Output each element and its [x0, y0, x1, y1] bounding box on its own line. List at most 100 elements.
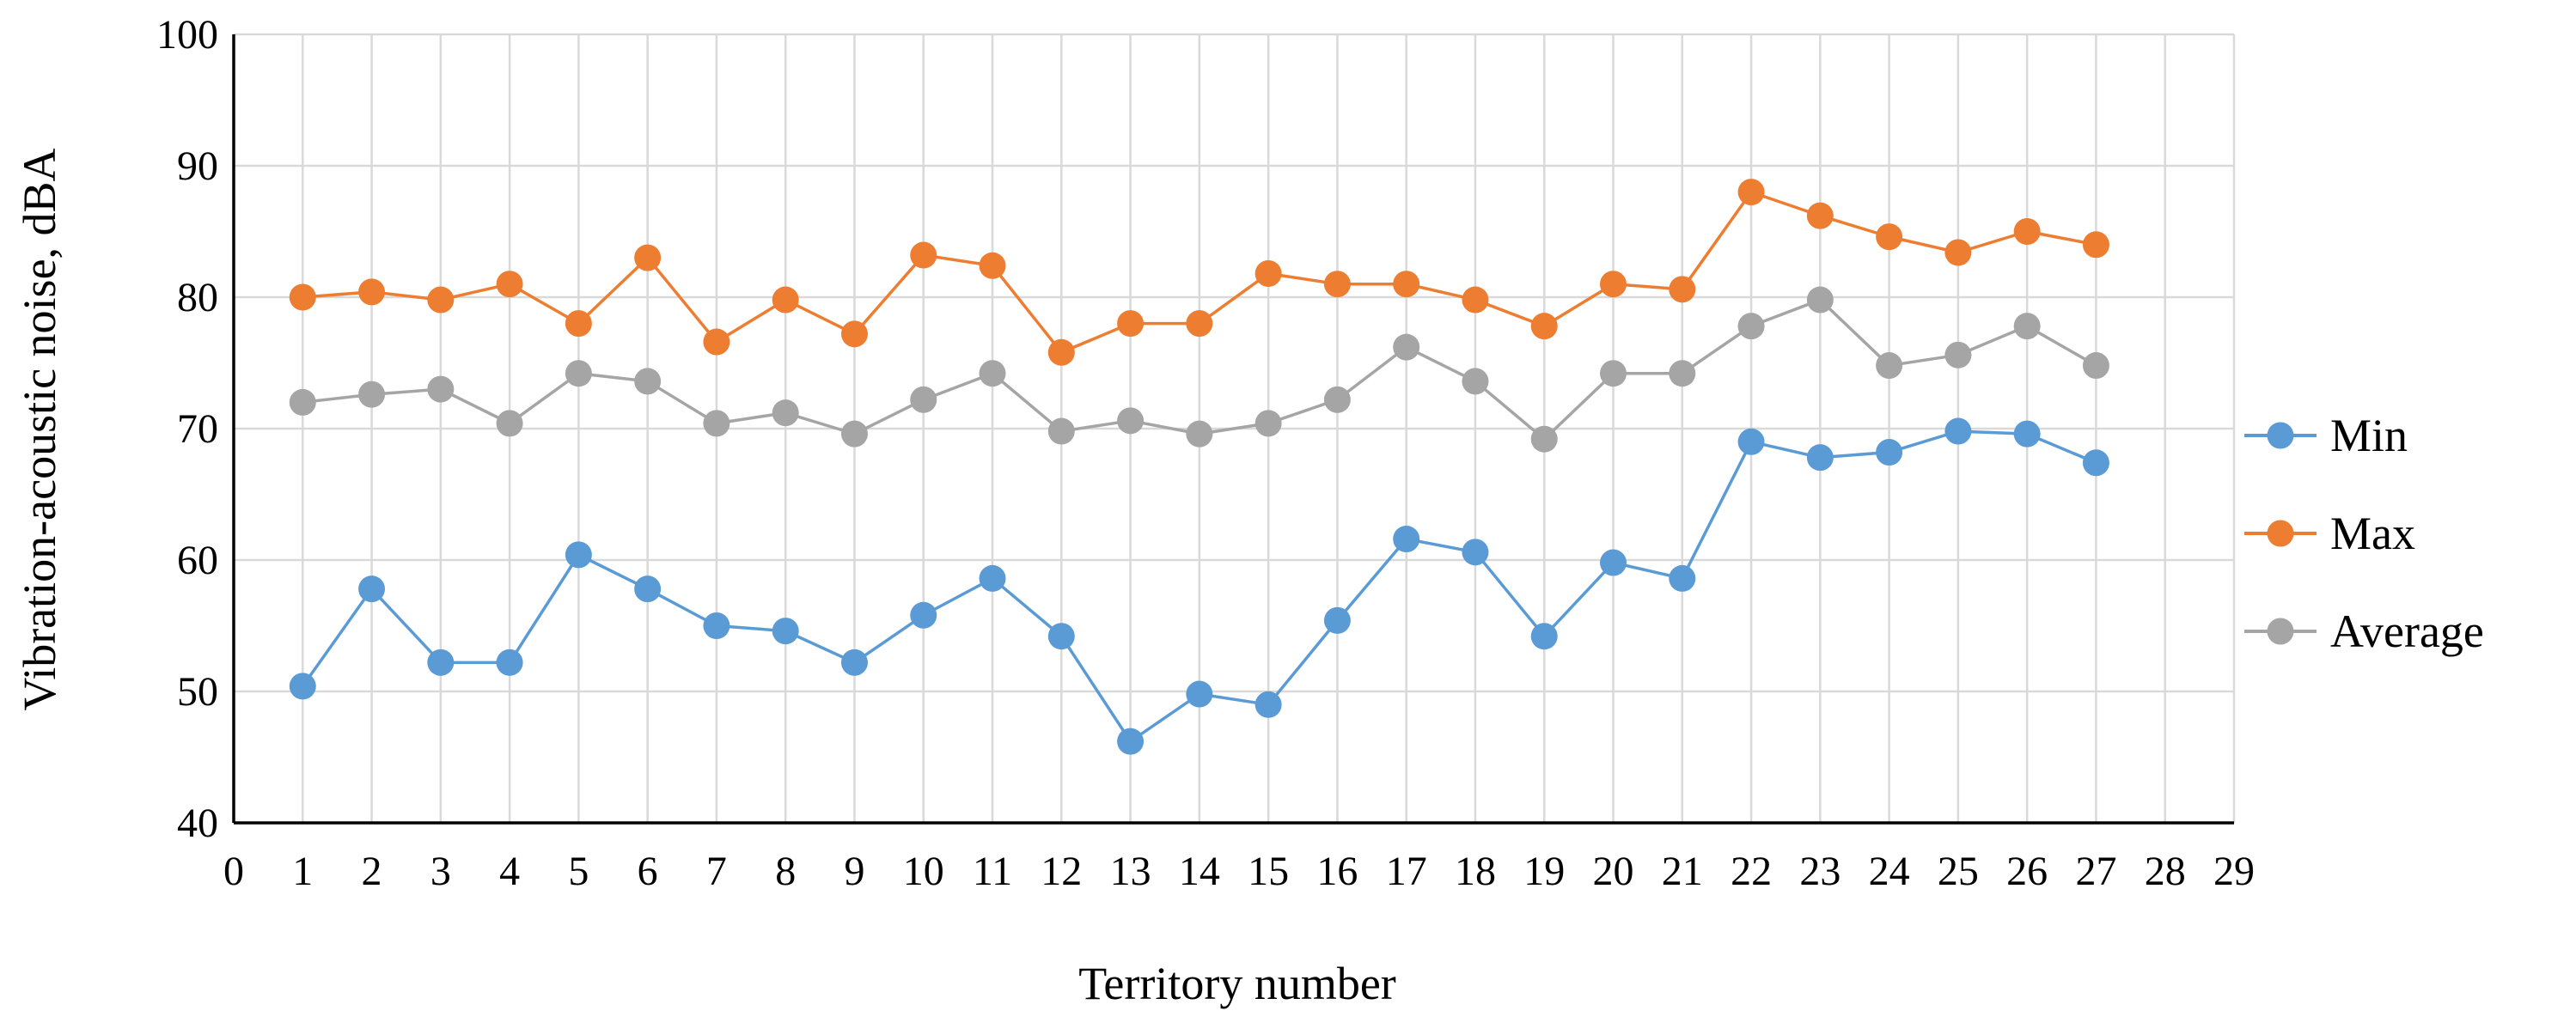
x-tick-label: 17	[1386, 849, 1427, 894]
data-point-max	[1600, 271, 1627, 298]
data-point-average	[1737, 313, 1765, 340]
data-point-max	[634, 244, 662, 271]
series-average	[289, 286, 2109, 453]
data-point-average	[1806, 286, 1834, 314]
x-tick-label: 8	[775, 849, 796, 894]
y-tick-label: 60	[177, 538, 218, 583]
data-point-min	[910, 601, 937, 629]
data-point-max	[1944, 239, 1972, 266]
series-min	[289, 417, 2109, 755]
data-point-average	[1600, 360, 1627, 387]
data-point-min	[634, 575, 662, 603]
legend-marker-average	[2267, 618, 2294, 645]
axes	[232, 34, 2234, 825]
data-point-min	[1600, 549, 1627, 576]
tick-labels: 0 1 2 3 4 5 6 7 8 9 10 11 12 13 14 15 16 17 18 19 20 21 22 23 24…	[156, 12, 2255, 894]
data-point-average	[1254, 410, 1282, 437]
legend-label-average: Average	[2330, 606, 2484, 657]
x-tick-label: 12	[1041, 849, 1082, 894]
data-point-average	[1047, 417, 1075, 445]
legend-label-min: Min	[2330, 410, 2408, 461]
data-point-max	[910, 241, 937, 269]
data-point-max	[2082, 231, 2109, 259]
x-tick-label: 1	[292, 849, 313, 894]
x-tick-label: 27	[2075, 849, 2116, 894]
data-point-max	[565, 310, 592, 338]
data-point-max	[840, 320, 868, 348]
x-tick-label: 14	[1179, 849, 1220, 894]
data-point-max	[1186, 310, 1213, 338]
y-axis-title: Vibration-acoustic noise, dBA	[14, 148, 65, 710]
data-point-min	[1944, 417, 1972, 445]
x-tick-label: 7	[706, 849, 727, 894]
legend-item-average: Average	[2244, 606, 2484, 657]
data-point-average	[1669, 360, 1696, 387]
data-point-min	[427, 648, 455, 676]
data-point-average	[358, 381, 386, 408]
y-tick-label: 100	[156, 12, 218, 58]
legend: Min Max Average	[2244, 410, 2484, 657]
data-point-average	[565, 360, 592, 387]
x-axis-title: Territory number	[1078, 958, 1396, 1009]
data-point-max	[979, 252, 1006, 279]
x-tick-label: 13	[1110, 849, 1151, 894]
data-point-max	[1254, 259, 1282, 287]
data-point-min	[1876, 439, 1903, 466]
data-point-max	[1117, 310, 1145, 338]
x-tick-label: 5	[568, 849, 589, 894]
data-point-max	[1669, 276, 1696, 303]
data-point-max	[1530, 313, 1558, 340]
data-point-average	[1117, 407, 1145, 435]
x-tick-label: 3	[430, 849, 451, 894]
data-point-min	[979, 564, 1006, 592]
data-point-average	[1393, 333, 1420, 361]
data-point-min	[1117, 728, 1145, 755]
legend-item-min: Min	[2244, 410, 2408, 461]
data-point-average	[1944, 341, 1972, 368]
data-point-max	[1806, 202, 1834, 229]
y-tick-label: 40	[177, 801, 218, 846]
data-point-min	[2082, 449, 2109, 477]
data-point-average	[289, 388, 316, 416]
data-point-max	[1737, 179, 1765, 206]
data-point-average	[496, 410, 523, 437]
data-point-max	[427, 286, 455, 314]
x-tick-label: 23	[1799, 849, 1840, 894]
data-point-min	[565, 541, 592, 569]
data-point-max	[496, 271, 523, 298]
data-point-average	[2082, 352, 2109, 380]
data-point-max	[2013, 218, 2041, 245]
data-point-min	[2013, 420, 2041, 448]
x-tick-label: 11	[973, 849, 1012, 894]
data-point-average	[1530, 425, 1558, 453]
data-point-average	[772, 399, 799, 427]
x-tick-label: 28	[2145, 849, 2186, 894]
data-point-min	[1462, 539, 1489, 566]
data-point-max	[1876, 223, 1903, 251]
data-point-max	[772, 286, 799, 314]
data-point-average	[910, 386, 937, 413]
series-max	[289, 179, 2109, 366]
legend-marker-max	[2267, 520, 2294, 547]
x-tick-label: 26	[2006, 849, 2048, 894]
data-point-min	[358, 575, 386, 603]
data-point-average	[634, 368, 662, 395]
data-point-max	[703, 328, 730, 356]
data-point-average	[2013, 313, 2041, 340]
y-tick-label: 50	[177, 669, 218, 715]
y-tick-label: 80	[177, 275, 218, 320]
y-tick-label: 90	[177, 143, 218, 189]
x-tick-label: 6	[638, 849, 658, 894]
legend-item-max: Max	[2244, 508, 2415, 559]
x-tick-label: 16	[1316, 849, 1358, 894]
x-tick-label: 22	[1731, 849, 1772, 894]
x-tick-label: 4	[499, 849, 520, 894]
data-point-min	[1530, 623, 1558, 650]
data-point-min	[1047, 623, 1075, 650]
data-point-average	[1323, 386, 1351, 413]
x-tick-label: 24	[1869, 849, 1910, 894]
data-point-average	[427, 375, 455, 403]
x-tick-label: 21	[1662, 849, 1703, 894]
x-tick-label: 0	[223, 849, 244, 894]
